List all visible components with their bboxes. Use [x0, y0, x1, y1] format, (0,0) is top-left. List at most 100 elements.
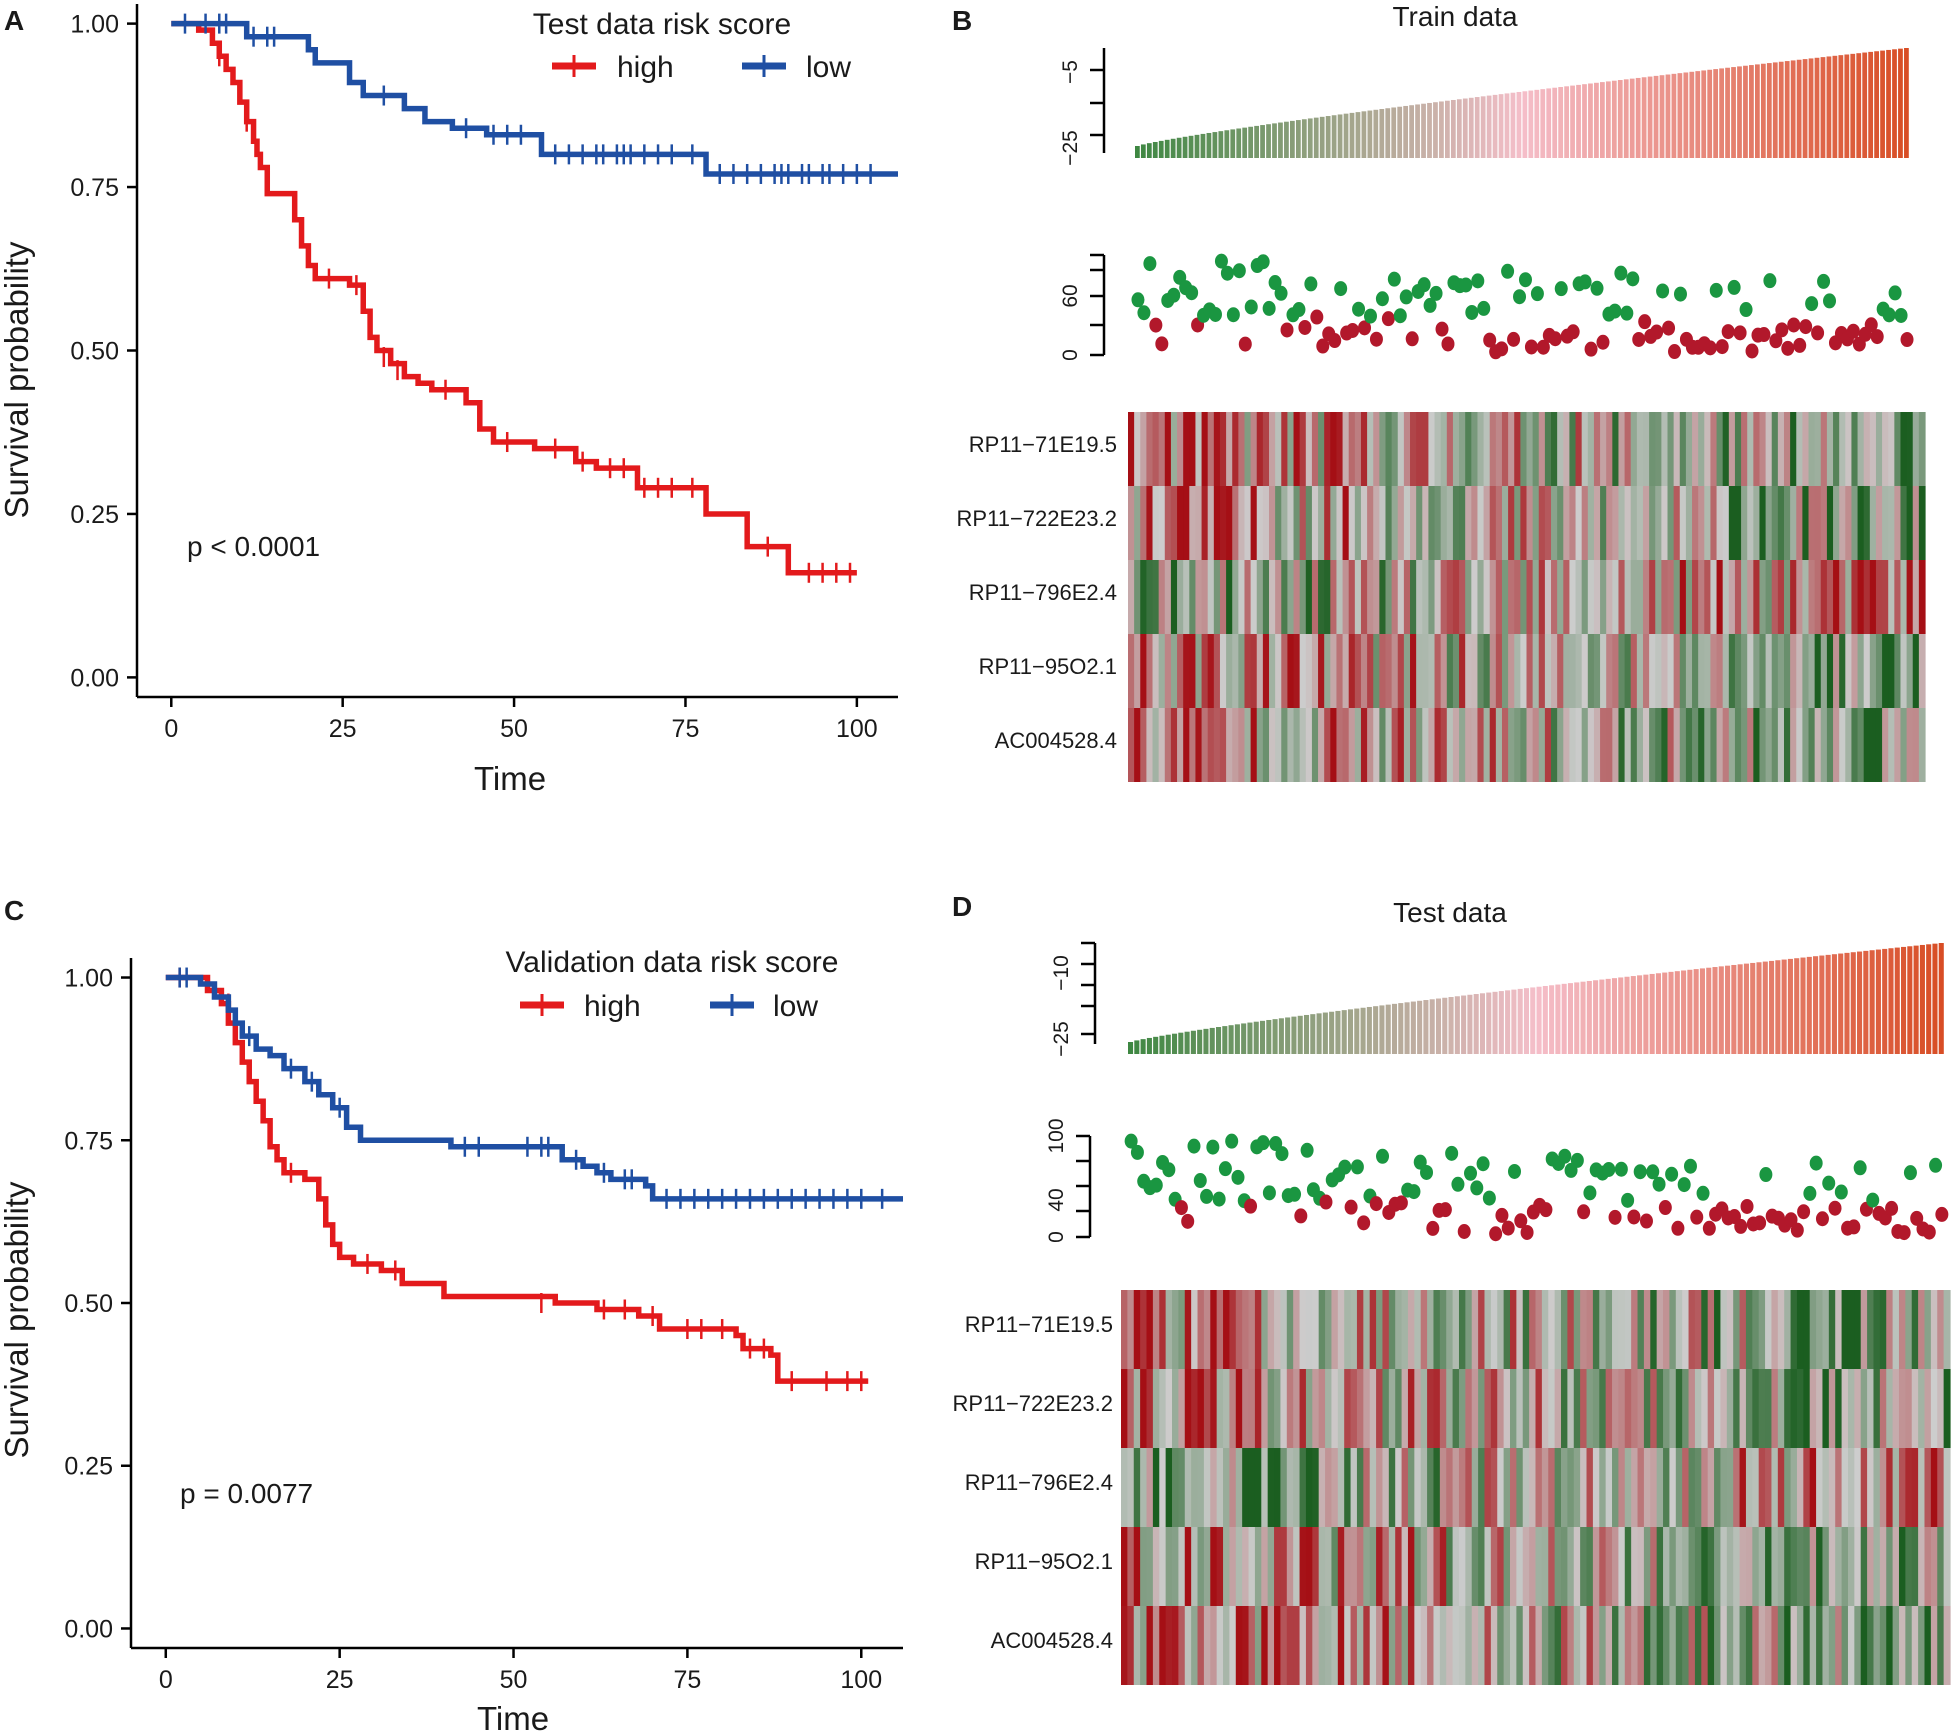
heatmap-cell-b: [1354, 560, 1362, 634]
heatmap-cell-d: [1707, 1527, 1715, 1606]
survival-dot-dead-b: [1310, 309, 1324, 325]
survival-dot-dead-d: [1495, 1207, 1509, 1223]
heatmap-cell-d: [1905, 1369, 1913, 1448]
heatmap-cell-d: [1427, 1527, 1435, 1606]
heatmap-cell-d: [1478, 1369, 1486, 1448]
heatmap-cell-b: [1471, 412, 1479, 486]
risk-score-bar-d: [1448, 997, 1454, 1054]
heatmap-cell-d: [1867, 1448, 1875, 1527]
y-tick-label-a: 0.50: [70, 338, 119, 366]
heatmap-cell-b: [1170, 486, 1178, 560]
survival-dot-dead-b: [1811, 325, 1825, 341]
heatmap-cell-d: [1573, 1369, 1581, 1448]
heatmap-cell-d: [1803, 1527, 1811, 1606]
risk-score-bar-b: [1385, 108, 1391, 158]
heatmap-cell-d: [1847, 1369, 1855, 1448]
risk-score-bar-d: [1693, 969, 1699, 1054]
heatmap-cell-b: [1783, 486, 1791, 560]
heatmap-cell-d: [1395, 1606, 1403, 1685]
heatmap-cell-d: [1471, 1527, 1479, 1606]
risk-score-bar-b: [1784, 61, 1790, 159]
survival-dot-dead-d: [1369, 1196, 1383, 1212]
heatmap-cell-b: [1544, 486, 1552, 560]
heatmap-cell-b: [1471, 560, 1479, 634]
heatmap-cell-d: [1401, 1369, 1409, 1448]
survival-dot-dead-b: [1369, 331, 1383, 347]
survival-dot-alive-d: [1558, 1148, 1572, 1164]
heatmap-cell-b: [1397, 560, 1405, 634]
heatmap-cell-b: [1704, 708, 1712, 782]
heatmap-cell-b: [1348, 412, 1356, 486]
risk-score-bar-b: [1904, 48, 1909, 158]
risk-score-bar-d: [1316, 1013, 1322, 1054]
heatmap-cell-d: [1121, 1527, 1128, 1606]
heatmap-cell-b: [1293, 708, 1301, 782]
heatmap-cell-d: [1643, 1527, 1651, 1606]
survival-dot-dead-b: [1846, 323, 1860, 339]
heatmap-cell-d: [1191, 1290, 1199, 1369]
survival-dot-dead-b: [1787, 317, 1801, 333]
heatmap-cell-d: [1159, 1369, 1167, 1448]
heatmap-cell-d: [1809, 1606, 1817, 1685]
heatmap-cell-b: [1667, 708, 1675, 782]
heatmap-cell-d: [1758, 1448, 1766, 1527]
gene-label-b: RP11−722E23.2: [957, 506, 1117, 531]
heatmap-cell-d: [1701, 1448, 1709, 1527]
risk-score-bar-b: [1850, 53, 1856, 159]
heatmap-cell-b: [1563, 486, 1571, 560]
heatmap-cell-d: [1503, 1369, 1511, 1448]
risk-score-bar-b: [1212, 132, 1218, 158]
heatmap-cell-d: [1490, 1448, 1498, 1527]
survival-dot-dead-b: [1483, 332, 1497, 348]
risk-score-bar-d: [1718, 966, 1724, 1054]
heatmap-cell-d: [1452, 1448, 1460, 1527]
heatmap-cell-d: [1465, 1448, 1473, 1527]
heatmap-cell-d: [1701, 1369, 1709, 1448]
heatmap-cell-b: [1557, 708, 1564, 782]
heatmap-cell-b: [1311, 412, 1319, 486]
risk-score-bar-b: [1218, 131, 1224, 158]
legend-label-high-c: high: [584, 990, 641, 1023]
heatmap-cell-b: [1379, 486, 1387, 560]
heatmap-cell-b: [1140, 634, 1147, 708]
heatmap-cell-d: [1605, 1290, 1613, 1369]
heatmap-cell-b: [1734, 708, 1742, 782]
heatmap-cell-b: [1679, 708, 1687, 782]
risk-score-bar-d: [1662, 972, 1668, 1054]
heatmap-cell-d: [1860, 1527, 1868, 1606]
heatmap-cell-d: [1631, 1448, 1639, 1527]
heatmap-cell-b: [1698, 486, 1705, 560]
risk-score-bar-d: [1806, 956, 1812, 1054]
heatmap-cell-b: [1894, 634, 1902, 708]
heatmap-cell-b: [1207, 560, 1215, 634]
survival-dot-alive-d: [1809, 1155, 1823, 1171]
heatmap-cell-d: [1663, 1606, 1671, 1685]
heatmap-cell-b: [1845, 486, 1853, 560]
x-tick-label-a: 100: [836, 715, 878, 743]
survival-dot-alive-d: [1445, 1145, 1459, 1161]
heatmap-cell-d: [1280, 1606, 1288, 1685]
risk-score-bar-d: [1699, 968, 1705, 1054]
risk-score-bar-d: [1385, 1004, 1391, 1054]
heatmap-cell-d: [1439, 1527, 1447, 1606]
heatmap-cell-b: [1471, 486, 1479, 560]
survival-dot-dead-b: [1328, 333, 1342, 349]
heatmap-cell-d: [1497, 1527, 1505, 1606]
heatmap-cell-b: [1655, 412, 1662, 486]
risk-score-bar-d: [1542, 985, 1548, 1054]
survival-dot-dead-d: [1734, 1218, 1748, 1234]
heatmap-cell-d: [1178, 1448, 1186, 1527]
heatmap-cell-d: [1541, 1290, 1549, 1369]
heatmap-cell-b: [1213, 634, 1221, 708]
risk-score-bar-d: [1203, 1028, 1209, 1054]
risk-score-bar-b: [1671, 73, 1677, 158]
heatmap-cell-d: [1509, 1369, 1517, 1448]
heatmap-cell-d: [1133, 1290, 1141, 1369]
heatmap-cell-d: [1223, 1606, 1231, 1685]
risk-score-bar-b: [1760, 63, 1766, 158]
risk-score-bar-b: [1820, 57, 1826, 159]
heatmap-cell-b: [1379, 560, 1387, 634]
heatmap-cell-d: [1395, 1448, 1403, 1527]
heatmap-cell-d: [1140, 1369, 1148, 1448]
risk-score-bar-d: [1429, 999, 1435, 1054]
